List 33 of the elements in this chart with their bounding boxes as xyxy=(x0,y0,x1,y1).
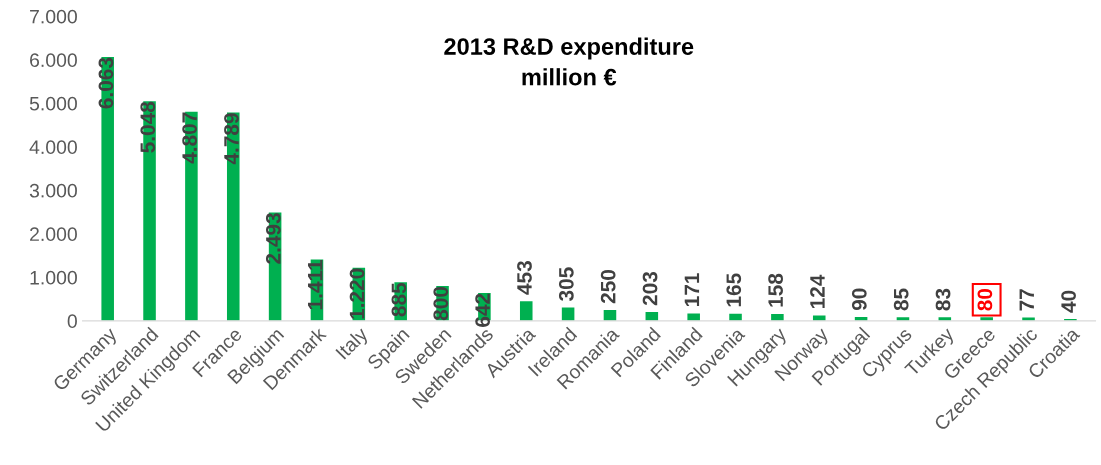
data-label: 124 xyxy=(810,274,825,309)
data-label: 171 xyxy=(684,273,700,307)
data-label: 203 xyxy=(642,271,658,306)
data-label: 885 xyxy=(391,282,407,317)
data-label: 4.789 xyxy=(224,113,239,165)
y-tick-label: 3.000 xyxy=(29,183,77,198)
y-tick-label: 0 xyxy=(67,314,77,329)
data-label: 165 xyxy=(726,273,742,307)
y-tick-label: 7.000 xyxy=(30,9,77,24)
data-label: 800 xyxy=(433,286,449,321)
data-label: 250 xyxy=(600,269,616,304)
data-label: 83 xyxy=(935,288,951,311)
data-label: 642 xyxy=(475,293,490,327)
data-label: 4.807 xyxy=(182,112,197,164)
data-label: 5.048 xyxy=(140,101,156,153)
data-label: 305 xyxy=(558,267,574,302)
y-tick-label: 2.000 xyxy=(30,227,77,242)
annotation: 80 xyxy=(977,288,993,311)
data-label: 6.063 xyxy=(98,57,114,109)
data-label: 453 xyxy=(517,261,532,295)
y-tick-label: 1.000 xyxy=(30,270,77,285)
y-tick-label: 5.000 xyxy=(29,96,77,111)
text: 2013 R&D expenditure million € xyxy=(444,37,694,86)
data-label: 90 xyxy=(851,288,867,311)
data-label: 2.493 xyxy=(265,213,281,264)
y-tick-label: 4.000 xyxy=(29,140,77,155)
data-label: 85 xyxy=(893,288,909,311)
data-label: 77 xyxy=(1019,289,1034,311)
y-tick-label: 6.000 xyxy=(30,53,77,68)
data-label: 158 xyxy=(768,273,783,307)
data-label: 1.220 xyxy=(349,268,365,319)
data-label: 1.411 xyxy=(308,260,323,310)
data-label: 40 xyxy=(1061,290,1076,313)
